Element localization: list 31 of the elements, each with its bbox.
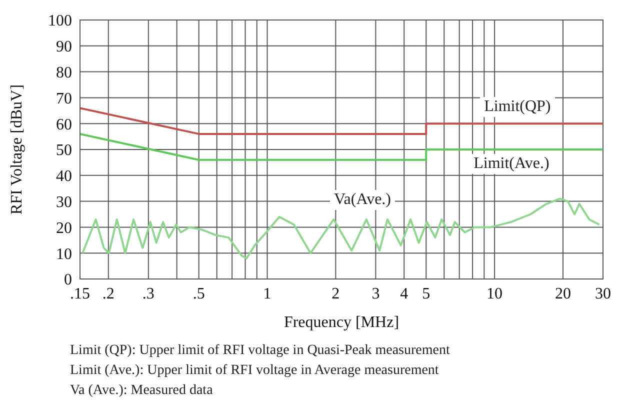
text: Limit (Ave.): Upper limit of RFI voltage in Average measurement [70, 362, 440, 380]
y-tick-label: 50 [56, 142, 72, 160]
x-tick-label: 10 [486, 285, 503, 302]
x-tick-label: 4 [400, 285, 408, 302]
x-tick-label: .15 [70, 285, 90, 302]
x-tick-label: .2 [102, 285, 114, 302]
series-label: Va(Ave.) [330, 190, 395, 210]
x-tick-label: .3 [142, 285, 154, 302]
series-label: Limit(QP) [480, 96, 555, 117]
text: Limit (QP): Upper limit of RFI voltage in Quasi-Peak measurement [70, 342, 451, 360]
y-tick-label: 40 [56, 168, 72, 186]
x-tick-label: .5 [192, 285, 205, 302]
x-tick-label: 2 [332, 285, 340, 302]
y-tick-label: 60 [56, 116, 72, 134]
y-tick-label: 10 [56, 246, 72, 263]
x-axis-title: Frequency [MHz] [284, 314, 400, 331]
x-tick-label: 20 [554, 285, 571, 302]
y-tick-label: 70 [56, 90, 72, 108]
series-label: Limit(Ave.) [470, 154, 554, 174]
x-tick-label: 5 [422, 285, 430, 302]
y-tick-label: 0 [64, 272, 72, 289]
x-tick-label: 3 [372, 285, 380, 302]
y-tick-label: 100 [48, 12, 72, 30]
y-tick-label: 30 [56, 194, 72, 211]
y-axis-title: RFI Voltage [dBuV] [8, 84, 26, 215]
x-tick-label: 30 [595, 285, 611, 302]
y-tick-label: 80 [56, 64, 72, 82]
y-tick-label: 90 [56, 38, 72, 56]
y-tick-label: 20 [56, 220, 72, 237]
x-tick-label: 1 [263, 285, 272, 302]
text: Va (Ave.): Measured data [70, 382, 214, 400]
